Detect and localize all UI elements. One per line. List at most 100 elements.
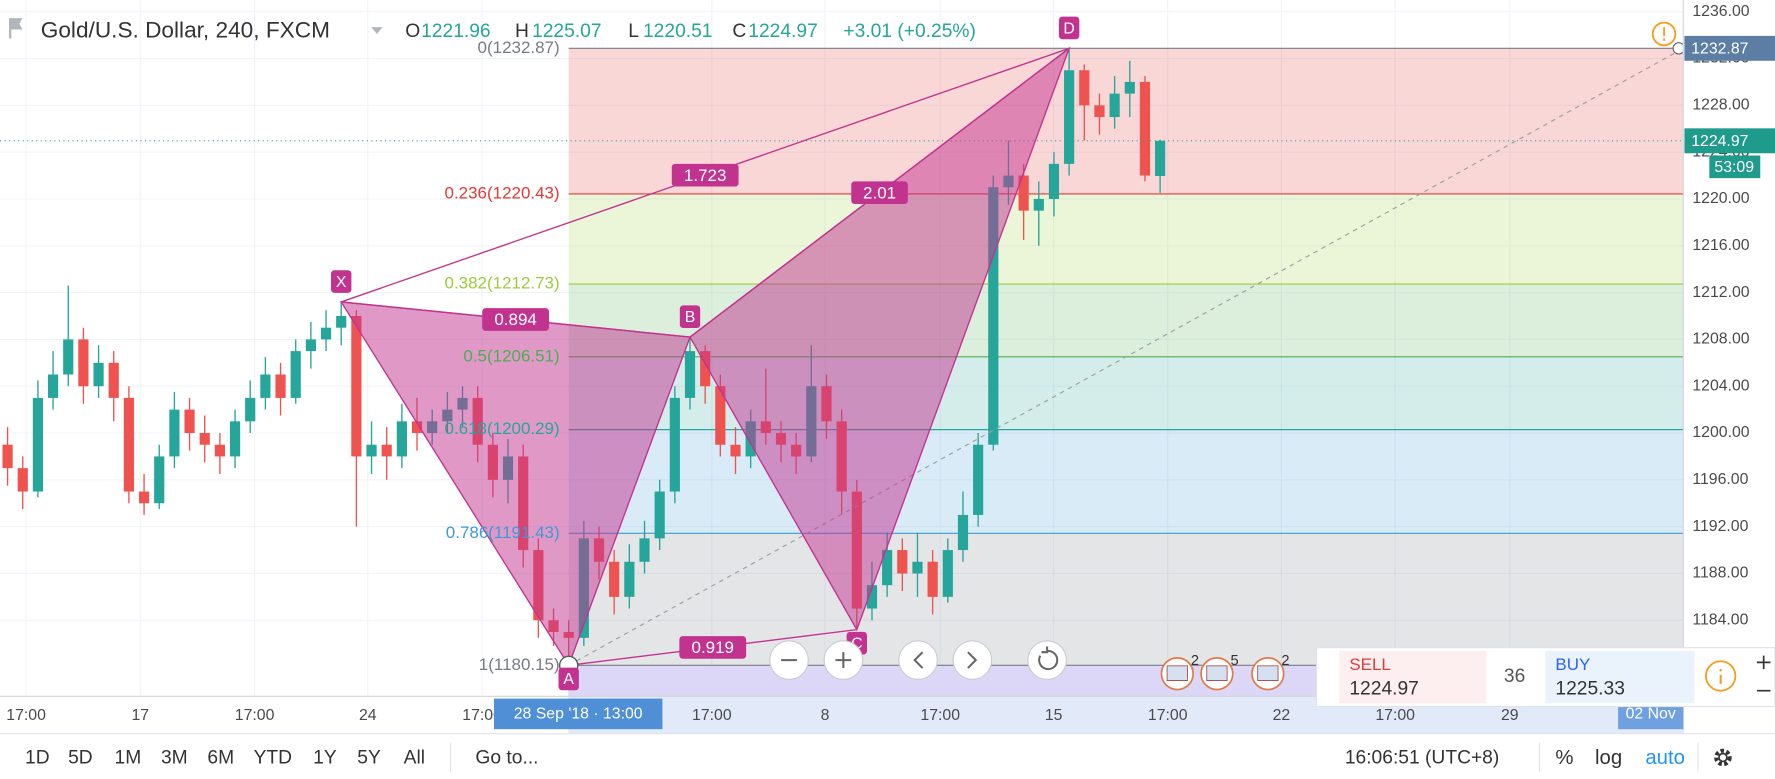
candle-body bbox=[1018, 175, 1029, 211]
range-button[interactable]: 1Y bbox=[313, 748, 337, 769]
point-label-bg bbox=[558, 667, 579, 691]
candle-body bbox=[245, 397, 256, 422]
buy-box[interactable] bbox=[1545, 651, 1695, 704]
event-flag-icon bbox=[1206, 665, 1228, 681]
x-tick-label: 17:00 bbox=[692, 707, 732, 724]
symbol-dropdown[interactable] bbox=[371, 27, 383, 34]
ohlc-letter: C bbox=[732, 21, 746, 42]
ratio-label: 1.723 bbox=[684, 166, 726, 185]
ohlc-value: 1225.07 bbox=[532, 21, 602, 42]
candle-body bbox=[639, 538, 650, 562]
left-icon bbox=[913, 651, 924, 669]
fib-level-label: 0(1232.87) bbox=[478, 38, 560, 57]
candle-body bbox=[927, 561, 938, 597]
candle-body bbox=[154, 456, 165, 504]
candle-body bbox=[138, 491, 150, 504]
events: 2 5 2 bbox=[1160, 653, 1290, 691]
ohlc-value: 1221.96 bbox=[421, 21, 491, 42]
sell-price: 1224.97 bbox=[1349, 679, 1419, 700]
event-flag-icon bbox=[1257, 665, 1279, 681]
range-button[interactable]: 5D bbox=[68, 748, 93, 769]
candle-body bbox=[912, 561, 923, 574]
x-tick-label: 24 bbox=[359, 707, 377, 724]
last-price-badge: 1224.97 bbox=[1691, 133, 1748, 150]
range-button[interactable]: All bbox=[404, 748, 425, 769]
sell-box[interactable] bbox=[1339, 651, 1487, 704]
point-label-bg bbox=[679, 305, 701, 328]
settings-icon[interactable] bbox=[1714, 748, 1732, 767]
fib-level-label: 0.786(1191.43) bbox=[446, 523, 560, 542]
candle-body bbox=[366, 444, 377, 457]
range-button[interactable]: 1M bbox=[115, 748, 142, 769]
log-toggle[interactable]: log bbox=[1595, 747, 1622, 769]
candle-body bbox=[942, 550, 953, 597]
buy-label: BUY bbox=[1555, 655, 1590, 674]
percent-toggle[interactable]: % bbox=[1555, 747, 1573, 769]
candle-body bbox=[32, 397, 44, 492]
range-button[interactable]: 1D bbox=[25, 748, 50, 769]
candle-body bbox=[715, 386, 726, 445]
range-button[interactable]: 6M bbox=[207, 748, 234, 769]
range-button[interactable]: 3M bbox=[161, 748, 188, 769]
right-icon bbox=[967, 651, 978, 669]
fib-level-label: 0.618(1200.29) bbox=[445, 419, 560, 438]
settings-icon-core bbox=[1718, 752, 1728, 763]
candle-body bbox=[700, 351, 711, 387]
point-label-bg bbox=[331, 270, 352, 293]
fib-price-badge: 1232.87 bbox=[1691, 41, 1748, 58]
candle-body bbox=[897, 550, 908, 574]
goto-button[interactable]: Go to... bbox=[475, 748, 538, 769]
candle-body bbox=[1079, 70, 1090, 106]
candle-body bbox=[229, 421, 241, 457]
last-price-badge-bg bbox=[1684, 128, 1775, 154]
candle-body bbox=[381, 444, 392, 457]
ohlc-letter: L bbox=[628, 21, 639, 42]
time-badge: 02 Nov bbox=[1626, 706, 1676, 723]
fib-trend-line bbox=[568, 47, 1684, 666]
point-label: A bbox=[563, 671, 574, 688]
ui-layer: Gold/U.S. Dollar, 240, FXCM O 1221.96 H … bbox=[0, 18, 1775, 779]
auto-toggle[interactable]: auto bbox=[1645, 747, 1685, 769]
x-tick-label: 29 bbox=[1501, 707, 1519, 724]
symbol-title[interactable]: Gold/U.S. Dollar, 240, FXCM bbox=[41, 18, 330, 43]
x-tick-label: 17:00 bbox=[462, 707, 502, 724]
candle-body bbox=[47, 374, 59, 398]
x-tick-label: 17:00 bbox=[1148, 707, 1188, 724]
point-label: D bbox=[1063, 20, 1074, 37]
y-tick-label: 1188.00 bbox=[1692, 565, 1748, 582]
candle-body bbox=[1094, 105, 1105, 118]
quantity-buttons[interactable] bbox=[1756, 655, 1771, 692]
candle-body bbox=[1033, 198, 1044, 211]
ratio-label-bg bbox=[679, 636, 747, 659]
candle-body bbox=[396, 421, 407, 457]
candle-body bbox=[199, 433, 210, 445]
candle-body bbox=[214, 444, 225, 457]
ratio-label-bg bbox=[851, 181, 908, 205]
scroll-left-button[interactable] bbox=[898, 640, 938, 680]
candle-body bbox=[275, 374, 286, 398]
range-button[interactable]: YTD bbox=[254, 748, 292, 769]
x-tick-label: 17:00 bbox=[920, 707, 960, 724]
reset-icon bbox=[1038, 646, 1059, 671]
y-tick-label: 1192.00 bbox=[1692, 518, 1748, 535]
candle-body bbox=[108, 362, 119, 398]
range-button[interactable]: 5Y bbox=[357, 748, 381, 769]
candle-body bbox=[684, 351, 696, 398]
candle-body bbox=[17, 468, 28, 492]
clock: 16:06:51 (UTC+8) bbox=[1345, 748, 1499, 769]
flag-icon[interactable] bbox=[9, 18, 23, 39]
candle-body bbox=[1155, 140, 1166, 177]
spread: 36 bbox=[1504, 666, 1525, 687]
ohlc-value: 1224.97 bbox=[748, 21, 818, 42]
candle-body bbox=[1139, 81, 1151, 176]
point-label: B bbox=[685, 309, 696, 326]
x-tick-label: 17 bbox=[131, 707, 149, 724]
candle-body bbox=[351, 315, 362, 457]
scroll-right-button[interactable] bbox=[952, 640, 993, 680]
reset-button[interactable] bbox=[1027, 640, 1067, 680]
y-tick-label: 1200.00 bbox=[1692, 424, 1749, 441]
candle-body bbox=[882, 550, 893, 586]
x-tick-label: 8 bbox=[821, 707, 830, 724]
y-tick-label: 1196.00 bbox=[1692, 471, 1748, 488]
